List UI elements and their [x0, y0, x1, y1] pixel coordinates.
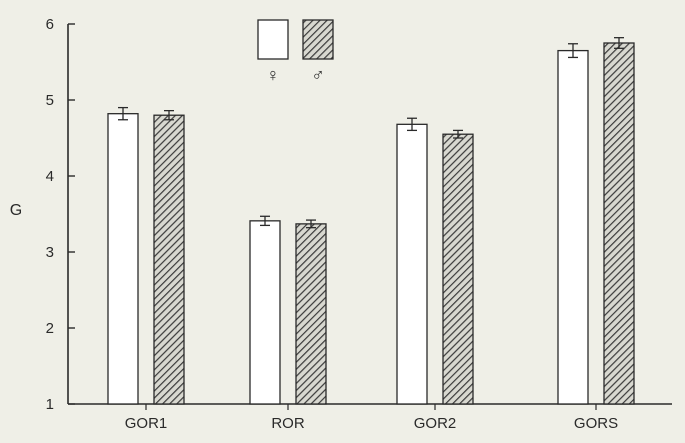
legend-label-male: ♂ [311, 65, 325, 85]
x-tick-label: GORS [574, 415, 618, 432]
bar-male-gors [603, 42, 635, 405]
y-tick-label: 2 [46, 320, 54, 337]
y-tick-label: 3 [46, 244, 54, 261]
y-axis-label: G [10, 202, 22, 219]
y-tick-label: 4 [46, 168, 54, 185]
legend: ♀ ♂ [257, 19, 334, 85]
legend-label-female: ♀ [266, 65, 280, 85]
bars-group [107, 37, 635, 405]
y-tick-label: 5 [46, 92, 54, 109]
bar-female-gors [557, 49, 589, 405]
x-tick-label: ROR [271, 415, 305, 432]
x-tick-label: GOR1 [125, 415, 168, 432]
x-tick-label: GOR2 [414, 415, 457, 432]
bar-male-gor1 [153, 114, 185, 405]
bar-female-gor1 [107, 113, 139, 405]
y-tick-label: 1 [46, 396, 54, 413]
legend-swatch-male [302, 19, 334, 60]
bar-male-ror [295, 223, 327, 405]
bar-female-gor2 [396, 123, 428, 405]
y-tick-label: 6 [46, 16, 54, 33]
bar-male-gor2 [442, 133, 474, 405]
legend-swatch-female [257, 19, 289, 60]
bar-female-ror [249, 220, 281, 405]
